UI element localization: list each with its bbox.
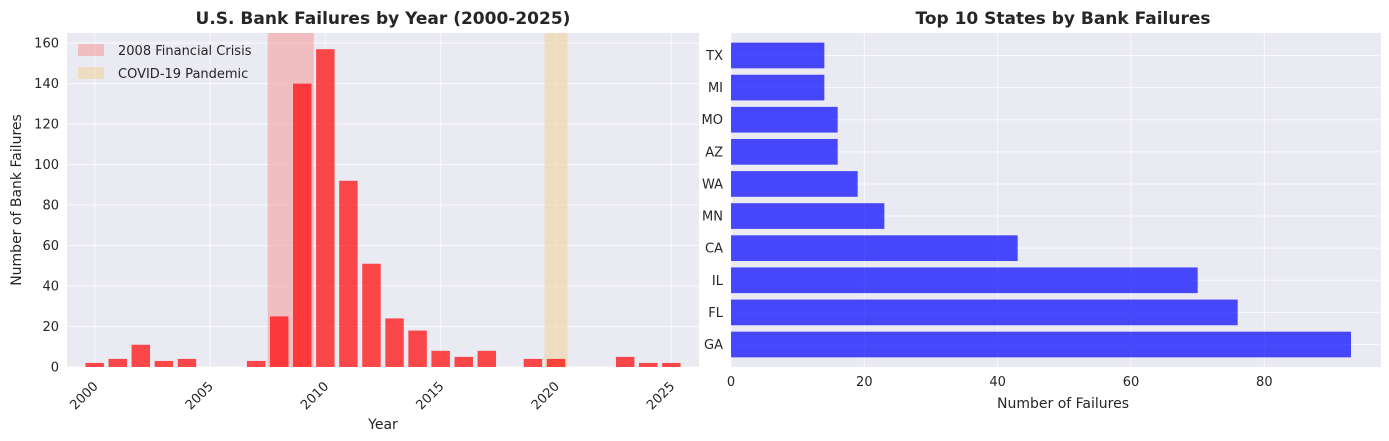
right-x-tick-label: 0 (727, 375, 735, 390)
left-x-tick-label: 2005 (183, 379, 217, 413)
legend-label-financial-crisis: 2008 Financial Crisis (118, 44, 252, 59)
left-y-axis-label: Number of Bank Failures (9, 114, 25, 286)
left-chart-title: U.S. Bank Failures by Year (2000-2025) (196, 9, 571, 29)
left-y-tick-label: 20 (42, 320, 59, 335)
left-x-tick-labels: 2000 2005 2010 2015 2020 2025 (67, 379, 678, 413)
right-y-tick-label: TX (705, 49, 723, 64)
left-x-tick-label: 2000 (67, 379, 101, 413)
state-bar (731, 42, 825, 69)
right-x-tick-labels: 0 20 40 60 80 (727, 375, 1273, 390)
right-y-tick-label: FL (708, 306, 723, 321)
year-bar (362, 263, 381, 367)
legend-swatch-financial-crisis (78, 44, 104, 56)
right-chart-title: Top 10 States by Bank Failures (915, 9, 1210, 29)
year-bar (431, 350, 450, 367)
legend-swatch-covid (78, 67, 104, 79)
year-bar (546, 358, 566, 367)
right-y-tick-label: CA (705, 242, 723, 257)
legend-label-covid: COVID-19 Pandemic (118, 67, 248, 82)
left-y-tick-label: 100 (34, 158, 59, 173)
state-bar (731, 74, 825, 101)
right-x-tick-label: 60 (1123, 375, 1140, 390)
year-bar (615, 356, 635, 367)
year-bar (339, 180, 358, 367)
right-y-tick-label: WA (702, 177, 723, 192)
right-y-tick-label: MN (702, 210, 723, 225)
state-bar (731, 138, 838, 165)
right-y-tick-label: IL (712, 274, 724, 289)
year-bar (477, 350, 497, 367)
state-bar (731, 106, 838, 133)
left-x-tick-label: 2020 (529, 379, 563, 413)
year-bar (639, 362, 658, 367)
year-bar (154, 360, 174, 367)
state-bar (731, 203, 885, 229)
left-y-tick-label: 80 (42, 199, 59, 214)
top-states-chart: GA FL IL CA MN WA AZ MO MI TX 0 20 40 60 80 Top 10 St… (702, 9, 1381, 412)
year-bar (454, 356, 473, 367)
year-bar (408, 330, 427, 367)
right-y-tick-labels: GA FL IL CA MN WA AZ MO MI TX (702, 49, 724, 353)
year-bar (177, 358, 197, 367)
left-y-tick-label: 40 (42, 280, 59, 295)
state-bar (731, 235, 1018, 262)
state-bar (731, 267, 1198, 294)
right-x-axis-label: Number of Failures (997, 396, 1129, 412)
year-bar (316, 49, 335, 367)
right-x-tick-label: 80 (1256, 375, 1273, 390)
year-bar (662, 362, 681, 367)
state-bar (731, 299, 1238, 326)
year-bar (523, 358, 543, 367)
left-y-tick-label: 140 (34, 77, 59, 92)
left-x-tick-label: 2015 (413, 379, 447, 413)
year-bar (385, 318, 404, 367)
year-bar (269, 316, 289, 367)
right-y-tick-label: MO (702, 113, 723, 128)
year-bar (85, 362, 104, 367)
right-y-tick-label: AZ (705, 145, 723, 160)
right-bars (731, 42, 1351, 358)
shaded-region (544, 33, 568, 367)
year-bar (108, 358, 127, 367)
state-bar (731, 331, 1351, 358)
year-bar (293, 83, 312, 367)
left-y-tick-label: 60 (42, 239, 59, 254)
left-y-tick-label: 0 (51, 361, 59, 376)
left-bars (85, 49, 681, 367)
left-y-tick-labels: 0 20 40 60 80 100 120 140 160 (34, 37, 59, 376)
left-y-tick-label: 120 (34, 118, 59, 133)
left-x-axis-label: Year (367, 417, 398, 433)
year-bar (246, 360, 266, 367)
left-y-tick-label: 160 (34, 37, 59, 52)
left-x-tick-label: 2010 (298, 379, 332, 413)
year-bar (131, 344, 151, 367)
right-y-tick-label: MI (708, 81, 723, 96)
right-x-tick-label: 20 (856, 375, 873, 390)
state-bar (731, 171, 858, 197)
right-x-tick-label: 40 (989, 375, 1006, 390)
right-y-tick-label: GA (704, 338, 723, 353)
left-plot-background (67, 33, 699, 367)
left-legend: 2008 Financial Crisis COVID-19 Pandemic (78, 44, 252, 82)
left-x-tick-label: 2025 (644, 379, 678, 413)
